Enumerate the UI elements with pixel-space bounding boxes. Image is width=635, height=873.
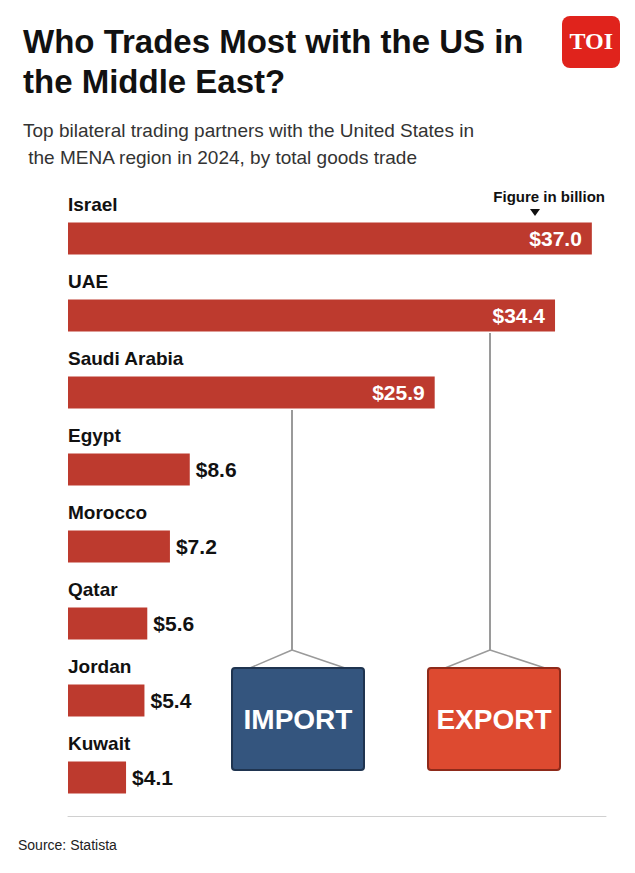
svg-text:$37.0: $37.0 — [529, 227, 582, 250]
svg-text:Israel: Israel — [68, 194, 118, 215]
svg-text:Who Trades Most with the US in: Who Trades Most with the US in — [23, 23, 533, 60]
svg-text:$4.1: $4.1 — [132, 766, 173, 789]
svg-text:Top bilateral trading partners: Top bilateral trading partners with the … — [23, 120, 474, 141]
svg-text:the Middle East?: the Middle East? — [23, 63, 285, 100]
svg-text:Qatar: Qatar — [68, 579, 118, 600]
svg-text:Jordan: Jordan — [68, 656, 131, 677]
svg-text:$34.4: $34.4 — [492, 304, 545, 327]
svg-text:$7.2: $7.2 — [176, 535, 217, 558]
svg-text:Figure in billion: Figure in billion — [493, 188, 605, 205]
svg-text:IMPORT: IMPORT — [244, 704, 353, 735]
svg-text:Saudi Arabia: Saudi Arabia — [68, 348, 184, 369]
svg-text:Source: Statista: Source: Statista — [18, 837, 117, 853]
svg-text:Egypt: Egypt — [68, 425, 121, 446]
svg-text:Morocco: Morocco — [68, 502, 147, 523]
svg-text:EXPORT: EXPORT — [436, 704, 551, 735]
svg-text:UAE: UAE — [68, 271, 108, 292]
svg-text:$5.6: $5.6 — [153, 612, 194, 635]
svg-text:TOI: TOI — [569, 28, 613, 54]
svg-text:Kuwait: Kuwait — [68, 733, 131, 754]
svg-text:$25.9: $25.9 — [372, 381, 425, 404]
svg-text:the MENA region in 2024, by to: the MENA region in 2024, by total goods … — [23, 147, 417, 168]
svg-text:$5.4: $5.4 — [150, 689, 191, 712]
svg-text:$8.6: $8.6 — [196, 458, 237, 481]
